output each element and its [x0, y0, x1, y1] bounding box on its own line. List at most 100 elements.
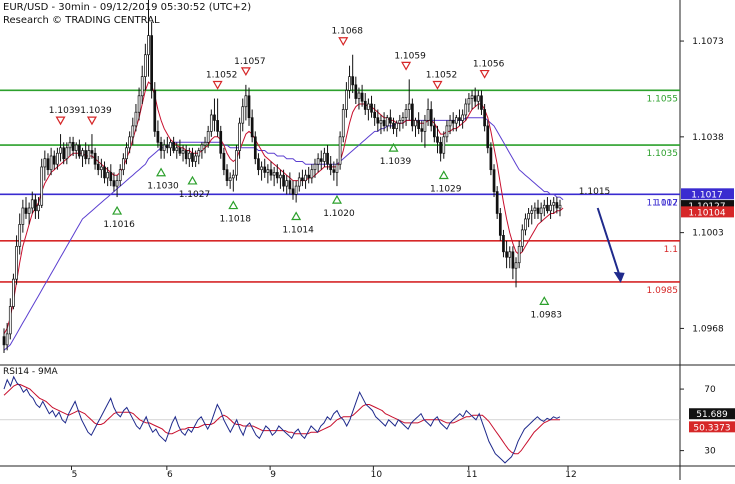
time-tick-label: 5	[72, 470, 78, 480]
candle-body	[316, 158, 320, 165]
price-badge	[681, 188, 734, 200]
time-tick-label: 11	[466, 470, 477, 480]
candle-body	[244, 95, 248, 108]
candle-body	[8, 306, 12, 335]
chart-title: EUR/USD - 30min - 09/12/2019 05:30:52 (U…	[3, 2, 252, 13]
candle-body	[370, 103, 373, 113]
candle-body	[514, 262, 518, 269]
candle-body	[354, 84, 358, 99]
candle-body	[395, 122, 399, 129]
price-badge-label: 1.1017	[691, 190, 723, 200]
candle-body	[109, 172, 113, 181]
candle-body	[197, 150, 201, 157]
projection-arrow	[596, 207, 621, 277]
candle-body	[414, 120, 417, 127]
candle-body	[137, 95, 141, 113]
candle-body	[294, 185, 298, 195]
candle-body	[191, 152, 194, 162]
candle-body	[470, 95, 474, 99]
candle-body	[546, 204, 549, 212]
candle-body	[464, 103, 468, 116]
candle-body	[524, 218, 527, 231]
price-badge-label: 1.10104	[688, 208, 725, 218]
candle-body	[115, 180, 119, 187]
price-badge	[681, 206, 734, 218]
candle-body	[203, 141, 207, 146]
candle-body	[307, 174, 311, 179]
candle-body	[206, 131, 210, 143]
trough-marker	[187, 175, 198, 185]
candle-body	[21, 207, 25, 225]
candle-body	[539, 207, 543, 214]
rsi-badge	[689, 408, 735, 420]
candle-body	[297, 177, 301, 187]
peak-marker	[338, 37, 349, 46]
candle-body	[269, 169, 273, 176]
candle-body	[18, 224, 22, 247]
candle-body	[279, 174, 282, 179]
candle-body	[502, 235, 505, 253]
candle-body	[338, 136, 342, 165]
candle-body	[533, 207, 537, 212]
trough-marker	[438, 170, 449, 180]
candle-body	[59, 147, 62, 154]
candle-body	[213, 114, 216, 121]
rsi-tick-label: 70	[704, 385, 716, 395]
peak-marker	[240, 67, 251, 77]
candle-body	[159, 141, 163, 151]
candle-body	[68, 141, 72, 149]
time-tick-label: 9	[270, 470, 276, 480]
candle-body	[194, 155, 197, 162]
candle-body	[150, 35, 153, 91]
price-tick-label: 1.1038	[692, 133, 724, 143]
candle-body	[389, 117, 392, 124]
candle-body	[24, 207, 28, 214]
candle-body	[178, 147, 182, 154]
level-lines: 1.1055 1.1035 1.1017 1.1 1.0985	[0, 89, 680, 296]
candle-body	[96, 163, 100, 171]
peak-label: 1.1057	[234, 57, 266, 67]
research-label: Research © TRADING CENTRAL	[3, 15, 160, 26]
candle-body	[209, 114, 213, 132]
candle-body	[348, 76, 351, 91]
candle-body	[326, 152, 329, 165]
candle-body	[332, 169, 336, 173]
trough-label: 1.1039	[380, 157, 412, 167]
candle-body	[187, 152, 191, 160]
candle-body	[46, 158, 50, 171]
candle-body	[272, 172, 276, 176]
candle-body	[351, 76, 355, 86]
candle-body	[420, 128, 424, 132]
price-tick-label: 1.1003	[692, 229, 724, 239]
rsi-badge	[689, 421, 735, 433]
candle-body	[128, 136, 131, 149]
candle-body	[78, 144, 81, 157]
candle-body	[508, 251, 512, 258]
candle-body	[426, 109, 430, 121]
candle-body	[379, 120, 383, 124]
peak-label: 1.1052	[206, 71, 238, 81]
level-label: 1.1	[664, 245, 678, 255]
candle-body	[40, 166, 44, 206]
candle-body	[172, 141, 175, 151]
candle-body	[228, 177, 232, 181]
candle-body	[367, 103, 370, 110]
peak-marker	[479, 69, 490, 79]
candle-body	[222, 152, 226, 171]
trough-label: 1.1029	[430, 184, 462, 194]
candle-body	[363, 100, 367, 110]
candle-body	[247, 95, 251, 119]
candle-body	[433, 125, 436, 138]
peak-label: 1.1052	[426, 71, 458, 81]
candle-body	[382, 120, 386, 127]
candle-body	[37, 204, 40, 212]
time-tick-label: 10	[371, 470, 383, 480]
candle-body	[131, 125, 135, 138]
candle-body	[527, 213, 530, 220]
candle-body	[451, 120, 455, 124]
candle-body	[517, 245, 521, 264]
trough-label: 1.1030	[147, 182, 179, 192]
candle-body	[238, 122, 241, 151]
candle-body	[373, 111, 377, 119]
